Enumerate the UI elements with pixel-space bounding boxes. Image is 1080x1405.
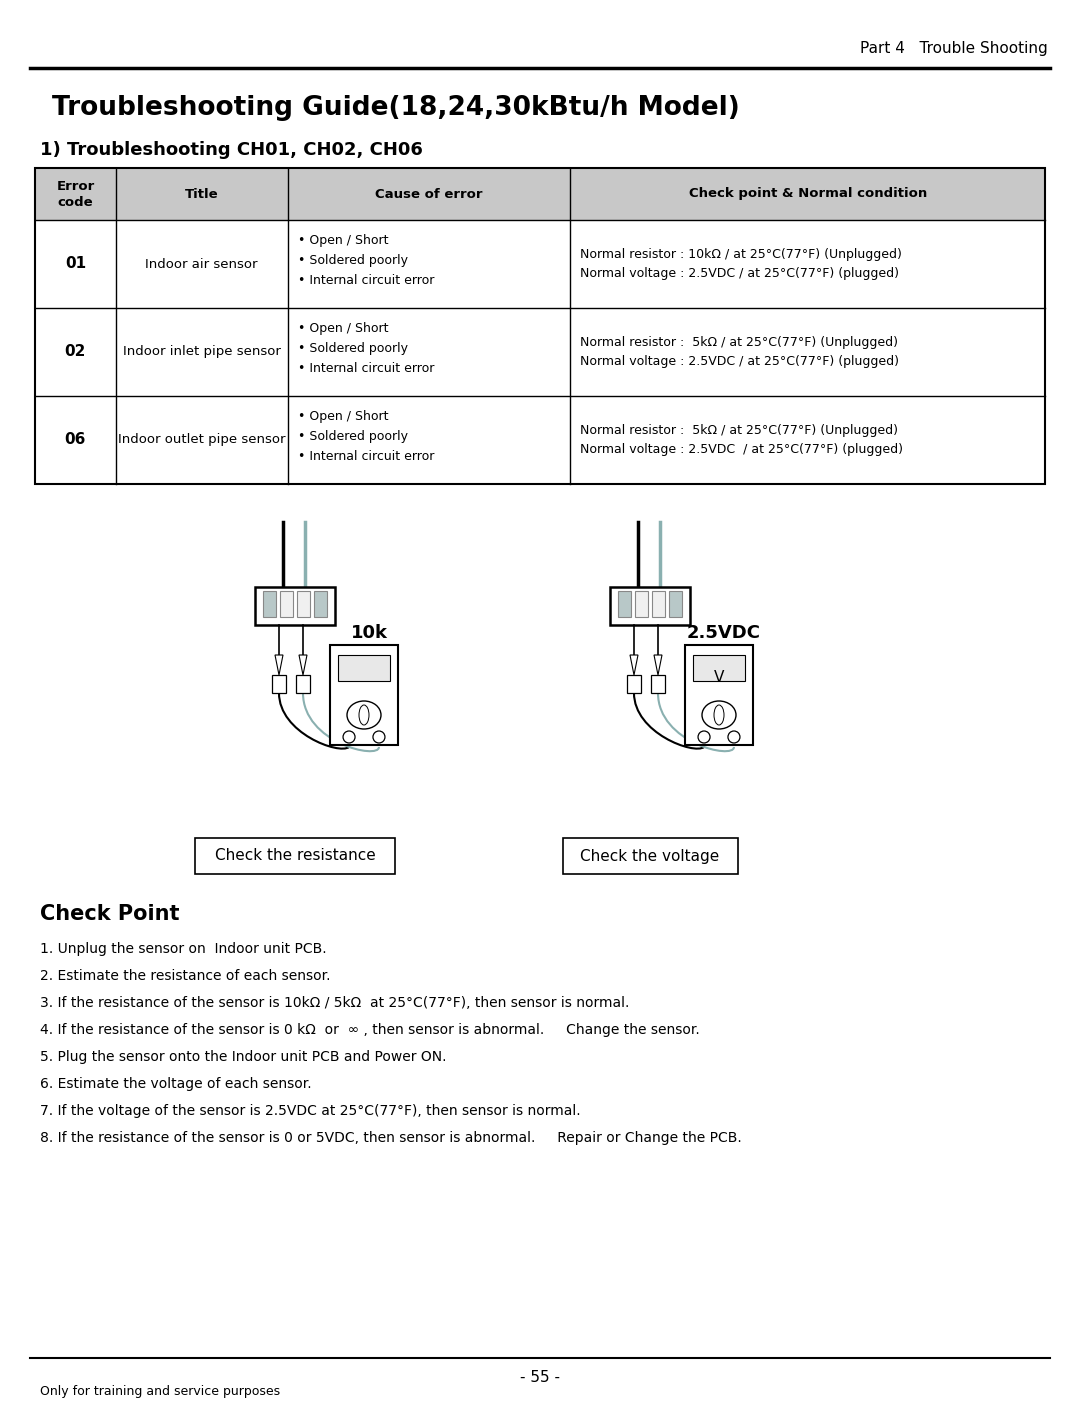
Bar	[338, 655, 390, 681]
Bar	[652, 592, 665, 617]
Text: Cause of error: Cause of error	[375, 187, 483, 201]
Text: 7. If the voltage of the sensor is 2.5VDC at 25°C(77°F), then sensor is normal.: 7. If the voltage of the sensor is 2.5VD…	[40, 1104, 581, 1118]
Bar	[296, 674, 310, 693]
Circle shape	[343, 731, 355, 743]
Text: Error
code: Error code	[56, 180, 95, 208]
Bar	[314, 592, 327, 617]
Text: 01: 01	[65, 257, 86, 271]
Polygon shape	[299, 655, 307, 674]
Bar	[610, 587, 690, 625]
Text: Indoor inlet pipe sensor: Indoor inlet pipe sensor	[123, 346, 281, 358]
Text: Troubleshooting Guide(18,24,30kBtu/h Model): Troubleshooting Guide(18,24,30kBtu/h Mod…	[52, 96, 740, 121]
Bar	[627, 674, 642, 693]
Bar	[563, 837, 738, 874]
Text: 1) Troubleshooting CH01, CH02, CH06: 1) Troubleshooting CH01, CH02, CH06	[40, 140, 423, 159]
Text: Normal resistor :  5kΩ / at 25°C(77°F) (Unplugged)
Normal voltage : 2.5VDC / at : Normal resistor : 5kΩ / at 25°C(77°F) (U…	[580, 336, 900, 368]
Text: 06: 06	[65, 433, 86, 448]
Bar	[297, 592, 310, 617]
Text: 10k: 10k	[351, 624, 388, 642]
Ellipse shape	[714, 705, 724, 725]
Text: 6. Estimate the voltage of each sensor.: 6. Estimate the voltage of each sensor.	[40, 1078, 312, 1092]
Text: 3. If the resistance of the sensor is 10kΩ / 5kΩ  at 25°C(77°F), then sensor is : 3. If the resistance of the sensor is 10…	[40, 996, 630, 1010]
Text: 2. Estimate the resistance of each sensor.: 2. Estimate the resistance of each senso…	[40, 969, 330, 984]
Bar	[35, 169, 1045, 483]
Text: 02: 02	[65, 344, 86, 360]
Text: Indoor air sensor: Indoor air sensor	[146, 257, 258, 271]
Text: • Open / Short
• Soldered poorly
• Internal circuit error: • Open / Short • Soldered poorly • Inter…	[297, 322, 434, 375]
Text: Part 4   Trouble Shooting: Part 4 Trouble Shooting	[861, 41, 1048, 56]
Text: V: V	[714, 670, 725, 686]
Polygon shape	[630, 655, 638, 674]
Text: 8. If the resistance of the sensor is 0 or 5VDC, then sensor is abnormal.     Re: 8. If the resistance of the sensor is 0 …	[40, 1131, 742, 1145]
Bar	[330, 645, 399, 745]
Text: 5. Plug the sensor onto the Indoor unit PCB and Power ON.: 5. Plug the sensor onto the Indoor unit …	[40, 1050, 446, 1064]
Text: 2.5VDC: 2.5VDC	[687, 624, 761, 642]
Text: • Open / Short
• Soldered poorly
• Internal circuit error: • Open / Short • Soldered poorly • Inter…	[297, 235, 434, 287]
Text: Check point & Normal condition: Check point & Normal condition	[689, 187, 927, 201]
Bar	[255, 587, 335, 625]
Bar	[635, 592, 648, 617]
Text: Indoor outlet pipe sensor: Indoor outlet pipe sensor	[118, 434, 285, 447]
Bar	[669, 592, 681, 617]
Text: - 55 -: - 55 -	[519, 1370, 561, 1385]
Text: Check the resistance: Check the resistance	[215, 849, 376, 864]
Text: Check Point: Check Point	[40, 903, 179, 924]
Bar	[651, 674, 665, 693]
Bar	[272, 674, 286, 693]
Circle shape	[373, 731, 384, 743]
Text: 1. Unplug the sensor on  Indoor unit PCB.: 1. Unplug the sensor on Indoor unit PCB.	[40, 941, 326, 955]
Text: Only for training and service purposes: Only for training and service purposes	[40, 1385, 280, 1398]
Bar	[264, 592, 276, 617]
Circle shape	[698, 731, 710, 743]
Bar	[280, 592, 293, 617]
Ellipse shape	[702, 701, 735, 729]
Text: Normal resistor :  5kΩ / at 25°C(77°F) (Unplugged)
Normal voltage : 2.5VDC  / at: Normal resistor : 5kΩ / at 25°C(77°F) (U…	[580, 424, 903, 457]
Text: Check the voltage: Check the voltage	[580, 849, 719, 864]
Polygon shape	[654, 655, 662, 674]
Ellipse shape	[359, 705, 369, 725]
Polygon shape	[275, 655, 283, 674]
Text: Title: Title	[185, 187, 218, 201]
Bar	[693, 655, 745, 681]
Bar	[685, 645, 753, 745]
Bar	[35, 169, 1045, 221]
Ellipse shape	[347, 701, 381, 729]
Text: Normal resistor : 10kΩ / at 25°C(77°F) (Unplugged)
Normal voltage : 2.5VDC / at : Normal resistor : 10kΩ / at 25°C(77°F) (…	[580, 247, 902, 280]
Circle shape	[728, 731, 740, 743]
Text: • Open / Short
• Soldered poorly
• Internal circuit error: • Open / Short • Soldered poorly • Inter…	[297, 410, 434, 464]
Bar	[618, 592, 631, 617]
Bar	[195, 837, 395, 874]
Text: 4. If the resistance of the sensor is 0 kΩ  or  ∞ , then sensor is abnormal.    : 4. If the resistance of the sensor is 0 …	[40, 1023, 700, 1037]
